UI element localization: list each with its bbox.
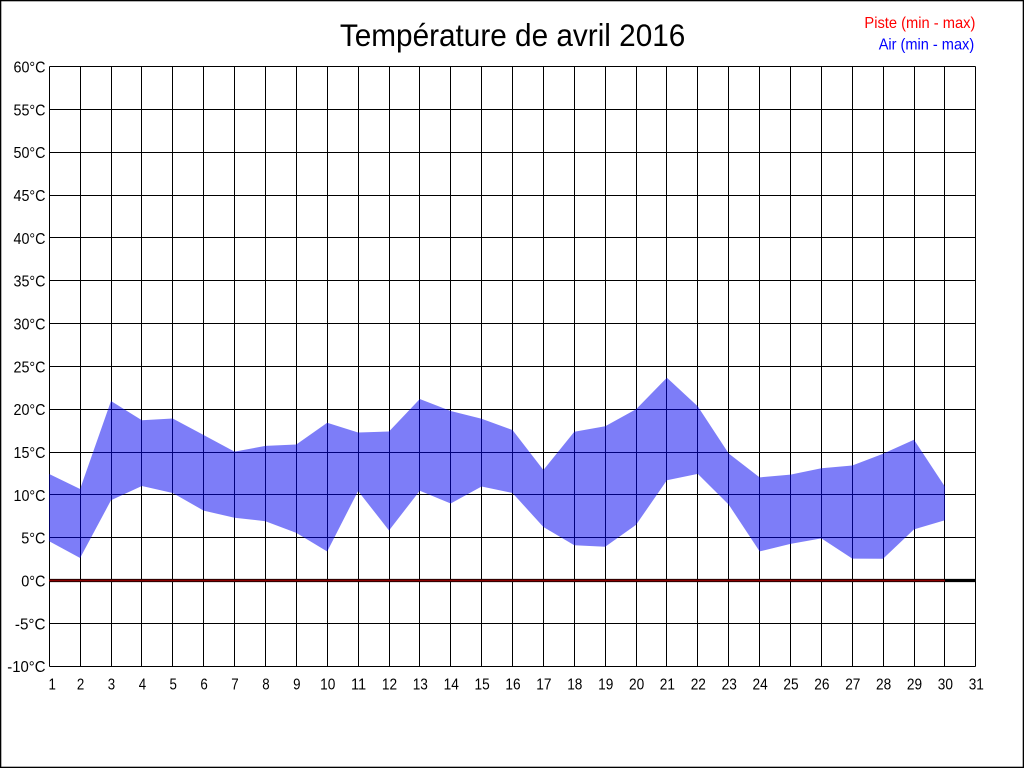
svg-text:22: 22: [691, 677, 706, 694]
svg-text:9: 9: [293, 677, 300, 694]
svg-text:29: 29: [907, 677, 922, 694]
svg-text:45°C: 45°C: [14, 188, 46, 205]
svg-text:31: 31: [969, 677, 984, 694]
svg-text:25: 25: [783, 677, 798, 694]
svg-text:Air (min - max): Air (min - max): [879, 37, 975, 54]
svg-text:Piste (min - max): Piste (min - max): [864, 15, 975, 32]
svg-text:20°C: 20°C: [14, 402, 46, 419]
svg-text:5°C: 5°C: [21, 531, 45, 548]
svg-text:3: 3: [108, 677, 115, 694]
svg-text:8: 8: [262, 677, 269, 694]
svg-text:18: 18: [567, 677, 582, 694]
svg-text:16: 16: [505, 677, 520, 694]
svg-text:26: 26: [814, 677, 829, 694]
svg-text:50°C: 50°C: [14, 145, 46, 162]
svg-text:10°C: 10°C: [14, 488, 46, 505]
svg-text:7: 7: [231, 677, 238, 694]
svg-text:1: 1: [49, 677, 56, 694]
svg-text:-10°C: -10°C: [7, 659, 45, 676]
svg-text:35°C: 35°C: [14, 274, 46, 291]
svg-text:6: 6: [200, 677, 207, 694]
svg-text:23: 23: [722, 677, 737, 694]
svg-text:-5°C: -5°C: [15, 616, 46, 633]
svg-text:13: 13: [413, 677, 428, 694]
svg-text:0°C: 0°C: [21, 574, 45, 591]
svg-text:17: 17: [536, 677, 551, 694]
svg-text:25°C: 25°C: [14, 359, 46, 376]
svg-text:15: 15: [475, 677, 490, 694]
svg-text:55°C: 55°C: [14, 102, 46, 119]
svg-text:27: 27: [845, 677, 860, 694]
svg-text:20: 20: [629, 677, 644, 694]
svg-text:24: 24: [753, 677, 768, 694]
svg-text:Température de avril 2016: Température de avril 2016: [340, 17, 686, 53]
svg-text:2: 2: [77, 677, 84, 694]
svg-text:21: 21: [660, 677, 675, 694]
svg-text:28: 28: [876, 677, 891, 694]
svg-text:15°C: 15°C: [14, 445, 46, 462]
svg-text:5: 5: [170, 677, 177, 694]
svg-text:4: 4: [139, 677, 146, 694]
svg-text:40°C: 40°C: [14, 231, 46, 248]
svg-text:30: 30: [938, 677, 953, 694]
svg-text:10: 10: [320, 677, 335, 694]
svg-text:11: 11: [351, 677, 366, 694]
svg-text:14: 14: [444, 677, 459, 694]
svg-text:19: 19: [598, 677, 613, 694]
svg-text:30°C: 30°C: [14, 317, 46, 334]
svg-text:12: 12: [382, 677, 397, 694]
svg-text:60°C: 60°C: [14, 60, 46, 77]
